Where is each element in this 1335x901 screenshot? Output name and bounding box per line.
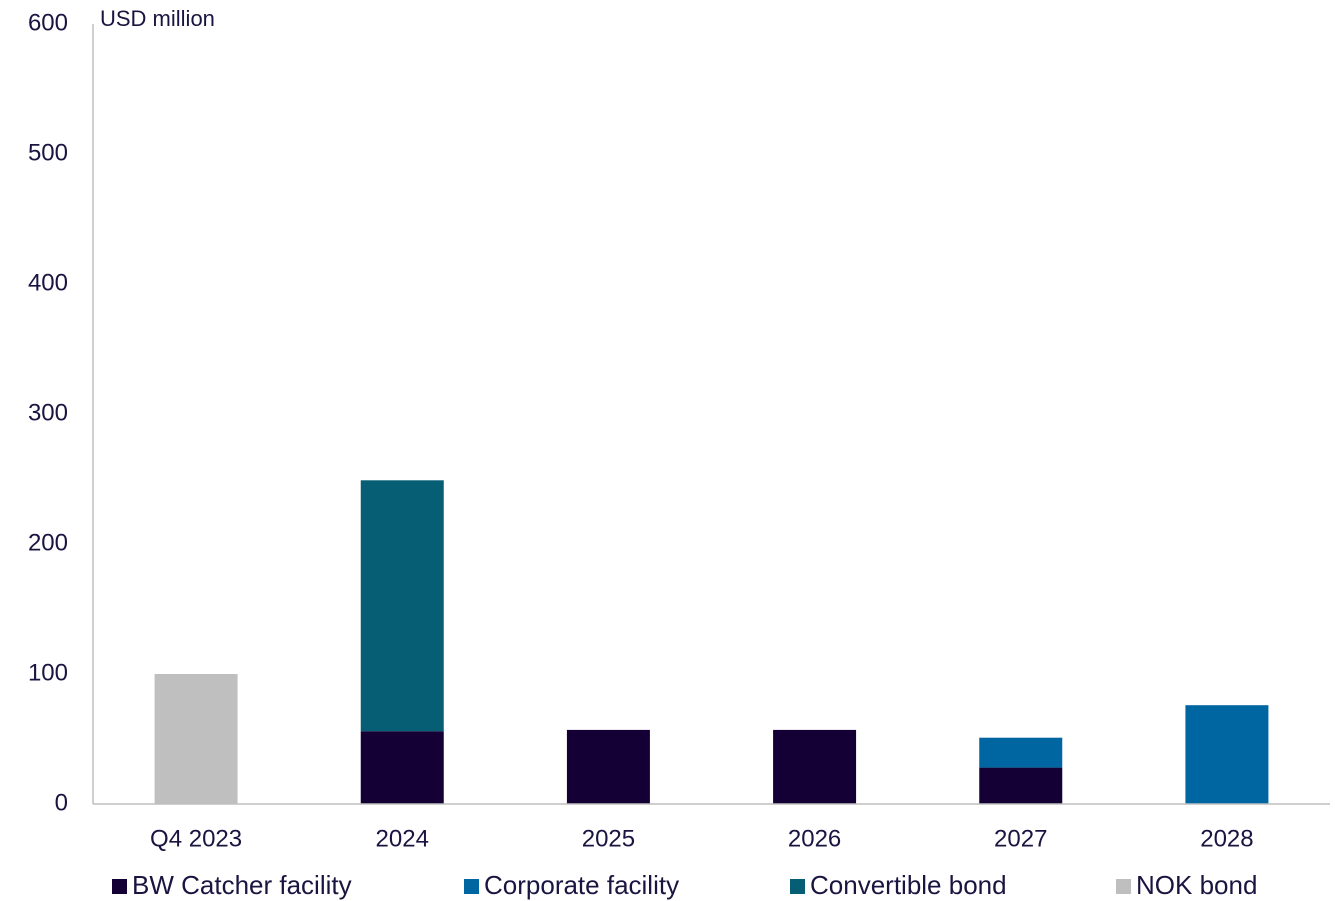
x-tick-label: 2024: [376, 825, 429, 852]
legend-swatch: [112, 879, 127, 894]
y-tick-label: 400: [28, 269, 68, 296]
bar-segment: [773, 729, 857, 804]
legend-swatch: [1116, 879, 1131, 894]
y-tick-label: 300: [28, 399, 68, 426]
legend-label: BW Catcher facility: [132, 870, 352, 900]
legend-label: Convertible bond: [810, 870, 1007, 900]
x-tick-label: Q4 2023: [150, 825, 242, 852]
legend-label: NOK bond: [1136, 870, 1257, 900]
legend-label: Corporate facility: [484, 870, 679, 900]
y-tick-label: 600: [28, 9, 68, 36]
x-tick-label: 2025: [582, 825, 635, 852]
bar-segment: [979, 737, 1063, 768]
y-tick-label: 200: [28, 529, 68, 556]
y-axis-label: USD million: [100, 6, 215, 31]
y-tick-label: 500: [28, 139, 68, 166]
bar-segment: [1185, 705, 1269, 804]
bar-segment: [979, 767, 1063, 804]
y-tick-label: 100: [28, 659, 68, 686]
bar-segment: [154, 674, 238, 804]
bar-segment: [360, 480, 444, 732]
y-tick-label: 0: [55, 789, 68, 816]
x-tick-label: 2028: [1200, 825, 1253, 852]
bar-segment: [566, 729, 650, 804]
x-tick-label: 2027: [994, 825, 1047, 852]
bar-segment: [360, 731, 444, 804]
legend-swatch: [464, 879, 479, 894]
legend-swatch: [790, 879, 805, 894]
x-tick-label: 2026: [788, 825, 841, 852]
